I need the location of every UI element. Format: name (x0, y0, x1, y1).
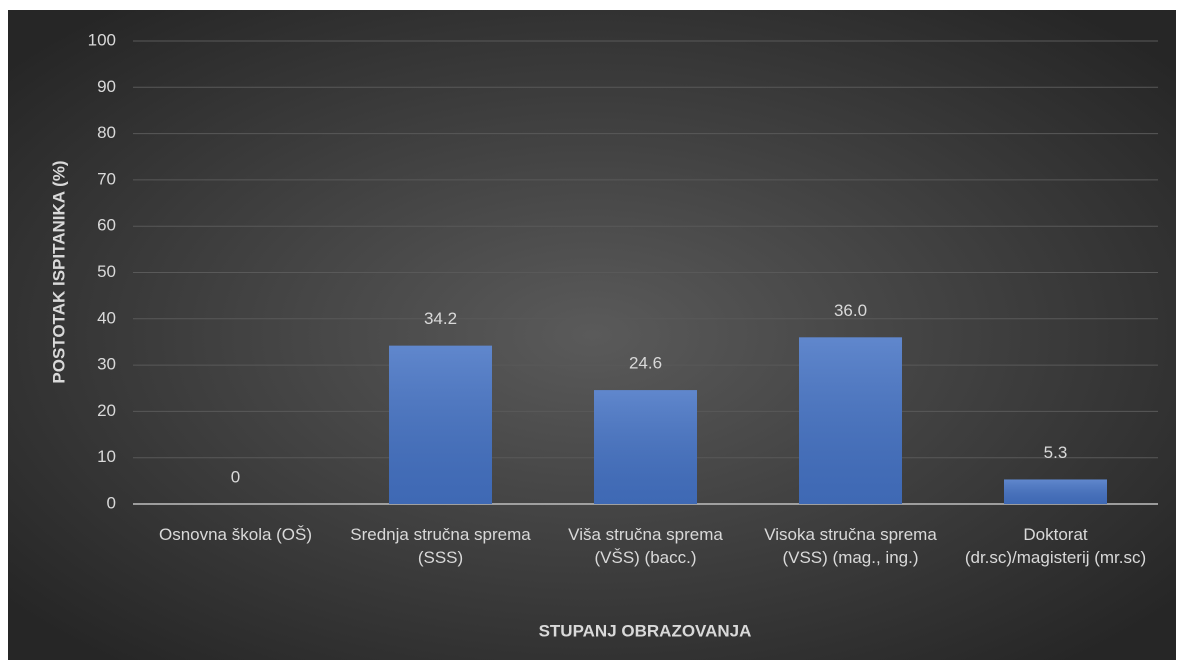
x-tick-label: Viša stručna sprema (VŠS) (bacc.) (568, 525, 723, 567)
x-tick-label: Visoka stručna sprema (VSS) (mag., ing.) (764, 525, 937, 567)
y-tick-label: 80 (97, 123, 116, 142)
data-label: 36.0 (834, 301, 867, 320)
bar-shade (389, 345, 492, 504)
y-tick-label: 100 (88, 30, 116, 49)
y-tick-label: 0 (107, 493, 116, 512)
y-tick-label: 10 (97, 447, 116, 466)
y-tick-label: 40 (97, 308, 116, 327)
x-tick-label: Srednja stručna sprema (SSS) (350, 525, 531, 567)
y-tick-label: 90 (97, 77, 116, 96)
bar-shade (594, 390, 697, 504)
x-tick-label: Doktorat (dr.sc)/magisterij (mr.sc) (964, 525, 1147, 567)
data-label: 34.2 (424, 309, 457, 328)
y-tick-label: 20 (97, 401, 116, 420)
y-axis-title: POSTOTAK ISPITANIKA (%) (49, 160, 68, 383)
bar-shade (799, 337, 902, 504)
y-tick-label: 70 (97, 169, 116, 188)
bar-shade (1004, 479, 1107, 504)
chart-background (8, 10, 1176, 660)
data-label: 0 (231, 467, 240, 486)
x-tick-label: Osnovna škola (OŠ) (158, 525, 313, 544)
data-label: 5.3 (1044, 443, 1068, 462)
data-label: 24.6 (629, 354, 662, 373)
y-tick-label: 50 (97, 262, 116, 281)
y-tick-label: 60 (97, 216, 116, 235)
x-axis-title: STUPANJ OBRAZOVANJA (539, 621, 752, 640)
y-tick-label: 30 (97, 355, 116, 374)
